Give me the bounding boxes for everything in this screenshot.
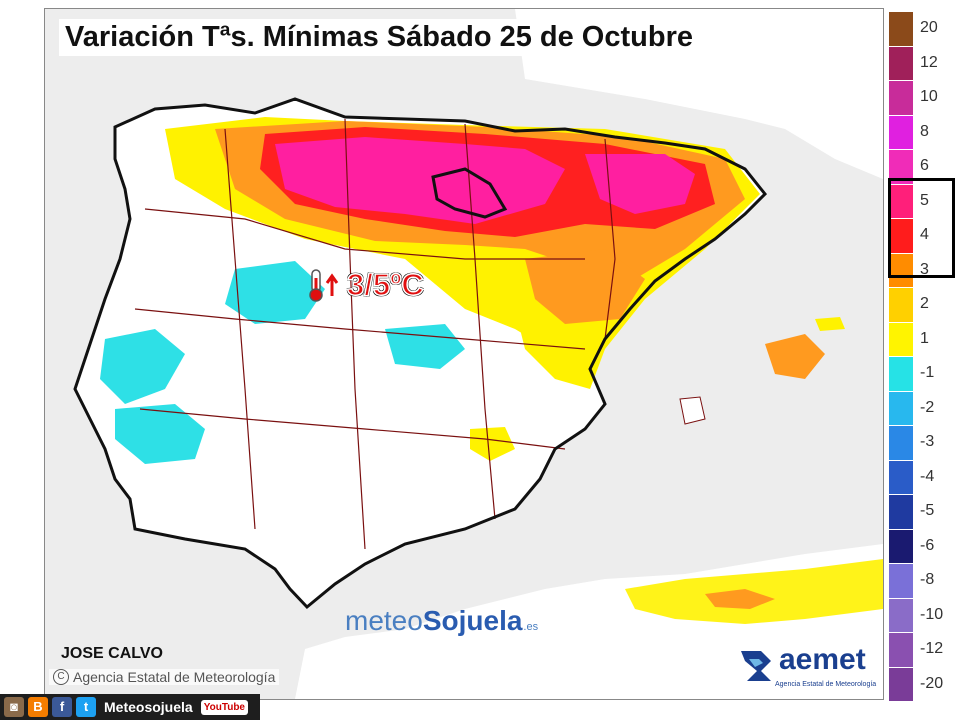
legend-label: 20 (920, 19, 938, 36)
legend-swatch (889, 46, 913, 80)
legend-label: -5 (920, 502, 935, 519)
legend-swatch (889, 12, 913, 46)
legend-swatch (889, 322, 913, 356)
legend-label: -8 (920, 571, 935, 588)
aemet-logo: aemet Agencia Estatal de Meteorología (735, 639, 877, 695)
legend-label: -6 (920, 536, 935, 554)
legend-swatch (889, 495, 913, 529)
map-frame: Variación Tªs. Mínimas Sábado 25 de Octu… (44, 8, 884, 700)
legend-label: 5 (920, 191, 929, 209)
social-bar: ◙ B f t Meteosojuela YouTube (0, 694, 260, 720)
legend-highlight-box (888, 178, 955, 278)
legend-label: -4 (920, 467, 935, 485)
legend-swatch (889, 184, 913, 218)
aemet-name: aemet (779, 643, 866, 676)
map-title: Variación Tªs. Mínimas Sábado 25 de Octu… (65, 21, 693, 53)
legend-label: 3 (920, 260, 929, 278)
anomaly-range-label: 3/5ºC (346, 266, 424, 303)
author-label: JOSE CALVO (61, 645, 163, 662)
anomaly-yellow-africa (625, 559, 883, 624)
legend-label: 1 (920, 329, 929, 347)
legend-label: -1 (920, 364, 935, 381)
legend-swatch (889, 529, 913, 563)
anomaly-yellow-south (470, 427, 515, 461)
anomaly-cyan-inner (385, 324, 465, 369)
watermark-tld: .es (523, 621, 539, 633)
legend-swatch (889, 426, 913, 460)
legend-label: -10 (920, 605, 944, 623)
legend-label: -2 (920, 398, 935, 416)
agency-credit: C Agencia Estatal de Meteorología (49, 669, 280, 685)
instagram-icon[interactable]: ◙ (4, 697, 24, 717)
watermark: meteo Sojuela .es (345, 605, 538, 637)
legend-swatch (889, 219, 913, 253)
thermometer-up-icon (309, 269, 339, 302)
legend-swatch (889, 633, 913, 667)
legend-label: 8 (920, 122, 929, 140)
anomaly-orange-africa (705, 589, 775, 609)
legend-swatch (889, 81, 913, 115)
youtube-icon[interactable]: YouTube (200, 699, 248, 715)
title-box: Variación Tªs. Mínimas Sábado 25 de Octu… (59, 19, 699, 56)
blogger-icon[interactable]: B (28, 697, 48, 717)
copyright-icon: C (53, 669, 69, 685)
island-ibiza (679, 396, 706, 425)
legend-label: 10 (920, 88, 938, 105)
legend-label: -12 (920, 640, 944, 657)
legend-label: -3 (920, 433, 935, 450)
color-legend: 20 12 10 8 6 5 4 3 2 1 -1 -2 -3 -4 -5 -6 -8 -10 -12 -20 (884, 8, 960, 701)
iberia-coastline (73, 97, 768, 610)
legend-label: -20 (920, 674, 944, 692)
anomaly-yellow-east (515, 309, 605, 389)
legend-label: 4 (920, 226, 929, 243)
legend-label: 2 (920, 295, 929, 312)
legend-swatch (889, 598, 913, 632)
anomaly-magenta-east (585, 154, 695, 214)
legend-swatch (889, 288, 913, 322)
aemet-swirl-icon (741, 651, 771, 681)
twitter-icon[interactable]: t (76, 697, 96, 717)
facebook-icon[interactable]: f (52, 697, 72, 717)
anomaly-cyan-west (100, 329, 185, 404)
temperature-annotation: 3/5ºC (307, 266, 425, 303)
anomaly-cyan-southwest (115, 404, 205, 464)
la-rioja-outline (431, 167, 508, 219)
anomaly-orange-east (525, 249, 645, 324)
social-name[interactable]: Meteosojuela (104, 699, 193, 715)
watermark-main: meteo (345, 605, 423, 636)
island-menorca (815, 317, 845, 331)
anomaly-cyan-center (225, 261, 325, 324)
legend-swatch (889, 391, 913, 425)
agency-name: Agencia Estatal de Meteorología (73, 669, 276, 685)
province-borders (134, 118, 616, 550)
legend-swatch (889, 115, 913, 149)
map-canvas (45, 9, 883, 699)
legend-swatch (889, 667, 913, 701)
legend-swatch (889, 564, 913, 598)
legend-label: 6 (920, 157, 929, 174)
island-mallorca (765, 334, 825, 379)
legend-swatch (889, 253, 913, 287)
legend-swatch (889, 357, 913, 391)
aemet-subtitle: Agencia Estatal de Meteorología (775, 681, 877, 688)
legend-swatch (889, 460, 913, 494)
legend-swatch (889, 150, 913, 184)
watermark-brand: Sojuela (422, 605, 523, 636)
legend-label: 12 (920, 53, 938, 71)
